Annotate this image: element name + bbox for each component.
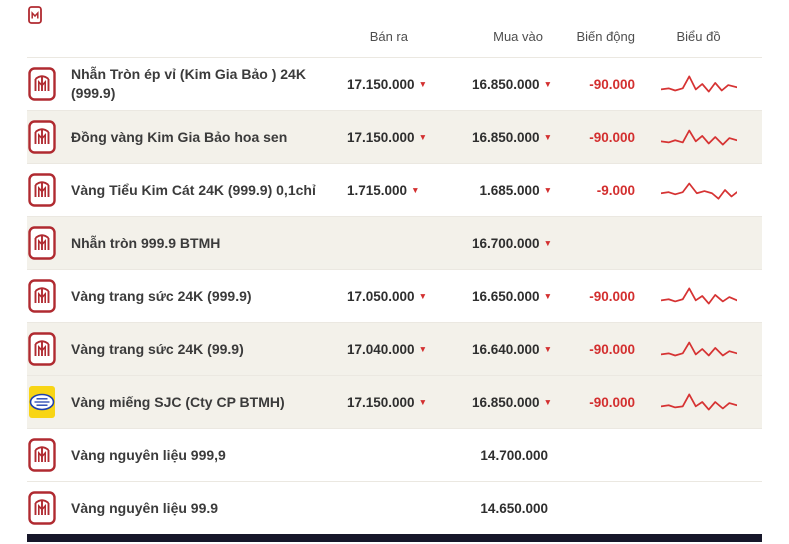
- down-arrow-icon: ▼: [543, 397, 552, 407]
- sparkline-chart: [635, 177, 762, 203]
- buy-price: 16.850.000 ▼: [472, 129, 552, 145]
- btmh-logo-icon: [27, 279, 71, 313]
- down-arrow-icon: ▼: [543, 132, 552, 142]
- product-name: Vàng miếng SJC (Cty CP BTMH): [71, 393, 285, 410]
- down-arrow-icon: ▼: [418, 79, 427, 89]
- sell-price: [347, 448, 417, 463]
- sell-price: 17.150.000 ▼: [347, 394, 427, 410]
- table-row[interactable]: Vàng nguyên liệu 99.9 14.650.000: [27, 481, 762, 534]
- product-name: Vàng nguyên liệu 99.9: [71, 499, 219, 516]
- sell-price: 17.150.000 ▼: [347, 129, 427, 145]
- down-arrow-icon: ▼: [543, 344, 552, 354]
- sparkline-chart: [635, 336, 762, 362]
- column-header-sell: Bán ra: [369, 29, 408, 44]
- table-row[interactable]: Vàng miếng SJC (Cty CP BTMH) 17.150.000 ▼…: [27, 375, 762, 428]
- column-header-change: Biến động: [576, 29, 635, 44]
- btmh-logo-icon: [27, 332, 71, 366]
- buy-price: 1.685.000 ▼: [479, 182, 552, 198]
- down-arrow-icon: ▼: [543, 291, 552, 301]
- product-name: Vàng nguyên liệu 999,9: [71, 446, 226, 463]
- sparkline-chart: [635, 389, 762, 415]
- table-row[interactable]: Vàng trang sức 24K (999.9) 17.050.000 ▼ 1…: [27, 269, 762, 322]
- table-header: Bán ra Mua vào Biến động Biểu đồ: [27, 0, 762, 57]
- sparkline-chart: [635, 71, 762, 97]
- btmh-logo-icon: [27, 226, 71, 260]
- table-row[interactable]: Nhẫn Tròn ép vỉ (Kim Gia Bảo ) 24K (999.…: [27, 57, 762, 110]
- product-name: Vàng trang sức 24K (99.9): [71, 340, 244, 357]
- sell-price: 17.050.000 ▼: [347, 288, 427, 304]
- down-arrow-icon: ▼: [411, 185, 420, 195]
- table-row[interactable]: Vàng nguyên liệu 999,9 14.700.000: [27, 428, 762, 481]
- sparkline-chart: [635, 124, 762, 150]
- buy-price: 16.700.000 ▼: [472, 235, 552, 251]
- column-header-chart: Biểu đồ: [676, 29, 721, 44]
- down-arrow-icon: ▼: [418, 291, 427, 301]
- product-name: Nhẫn Tròn ép vỉ (Kim Gia Bảo ) 24K (999.…: [71, 66, 306, 101]
- btmh-logo-icon: [27, 438, 71, 472]
- table-row[interactable]: Vàng trang sức 24K (99.9) 17.040.000 ▼ 16…: [27, 322, 762, 375]
- column-header-buy: Mua vào: [493, 29, 543, 44]
- table-row[interactable]: Nhẫn tròn 999.9 BTMH 16.700.000 ▼: [27, 216, 762, 269]
- buy-price: 14.700.000: [480, 447, 548, 463]
- price-change: -9.000: [596, 182, 635, 198]
- down-arrow-icon: ▼: [543, 238, 552, 248]
- sparkline-chart: [635, 283, 762, 309]
- down-arrow-icon: ▼: [418, 397, 427, 407]
- table-row[interactable]: Đồng vàng Kim Gia Bảo hoa sen 17.150.000…: [27, 110, 762, 163]
- sell-price: [347, 236, 417, 251]
- product-name: Đồng vàng Kim Gia Bảo hoa sen: [71, 128, 288, 145]
- down-arrow-icon: ▼: [418, 132, 427, 142]
- table-row[interactable]: Vàng Tiểu Kim Cát 24K (999.9) 0,1chỉ 1.7…: [27, 163, 762, 216]
- footer-bar: [27, 534, 762, 542]
- down-arrow-icon: ▼: [543, 79, 552, 89]
- product-name: Nhẫn tròn 999.9 BTMH: [71, 234, 221, 251]
- sell-price: 17.040.000 ▼: [347, 341, 427, 357]
- price-change: -90.000: [589, 76, 635, 92]
- price-table: Bán ra Mua vào Biến động Biểu đồ Nhẫn Tr…: [27, 0, 762, 542]
- buy-price: 16.850.000 ▼: [472, 394, 552, 410]
- buy-price: 14.650.000: [480, 500, 548, 516]
- down-arrow-icon: ▼: [543, 185, 552, 195]
- site-logo-icon[interactable]: [28, 6, 42, 29]
- btmh-logo-icon: [27, 173, 71, 207]
- product-name: Vàng Tiểu Kim Cát 24K (999.9) 0,1chỉ: [71, 181, 316, 198]
- btmh-logo-icon: [27, 491, 71, 525]
- btmh-logo-icon: [27, 67, 71, 101]
- price-change: -90.000: [589, 129, 635, 145]
- buy-price: 16.650.000 ▼: [472, 288, 552, 304]
- price-change: -90.000: [589, 394, 635, 410]
- sell-price: 1.715.000 ▼: [347, 182, 420, 198]
- down-arrow-icon: ▼: [418, 344, 427, 354]
- sjc-logo-icon: [27, 385, 71, 419]
- sell-price: [347, 501, 417, 516]
- sell-price: 17.150.000 ▼: [347, 76, 427, 92]
- price-change: -90.000: [589, 341, 635, 357]
- buy-price: 16.850.000 ▼: [472, 76, 552, 92]
- price-change: -90.000: [589, 288, 635, 304]
- product-name: Vàng trang sức 24K (999.9): [71, 287, 252, 304]
- buy-price: 16.640.000 ▼: [472, 341, 552, 357]
- btmh-logo-icon: [27, 120, 71, 154]
